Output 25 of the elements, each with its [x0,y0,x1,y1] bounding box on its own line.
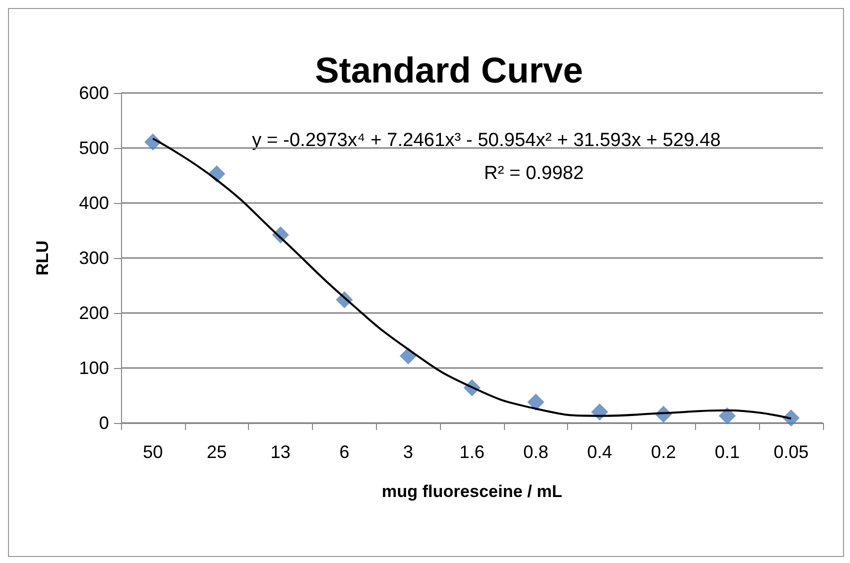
y-tick-label: 500 [78,138,109,158]
x-tick-label: 0.2 [650,442,676,462]
x-tick-label: 0.8 [523,442,548,462]
annotation: y = -0.2973x⁴ + 7.2461x³ - 50.954x² + 31.593x + 529.48 [252,130,721,151]
y-tick-label: 400 [78,193,109,213]
annotation: R² = 0.9982 [484,163,584,184]
x-tick-label: 50 [142,442,163,462]
y-tick-label: 100 [78,358,109,378]
point [527,394,544,411]
y-tick-label: 600 [78,83,109,103]
y-tick-label: 200 [78,303,109,323]
x-axis-title: mug fluoresceine / mL [382,482,562,501]
x-tick-label: 6 [339,442,350,462]
x-tick-label: 25 [206,442,227,462]
x-tick-label: 13 [270,442,291,462]
x-tick-label: 0.1 [714,442,740,462]
x-tick-label: 3 [403,442,414,462]
y-tick-label: 300 [78,248,109,268]
chart-title: Standard Curve [314,50,584,90]
x-tick-label: 1.6 [459,442,485,462]
x-tick-label: 0.05 [774,442,809,462]
point [718,407,736,424]
y-tick-label: 0 [98,413,109,433]
x-tick-label: 0.4 [587,442,612,462]
y-axis-title: RLU [33,240,52,276]
